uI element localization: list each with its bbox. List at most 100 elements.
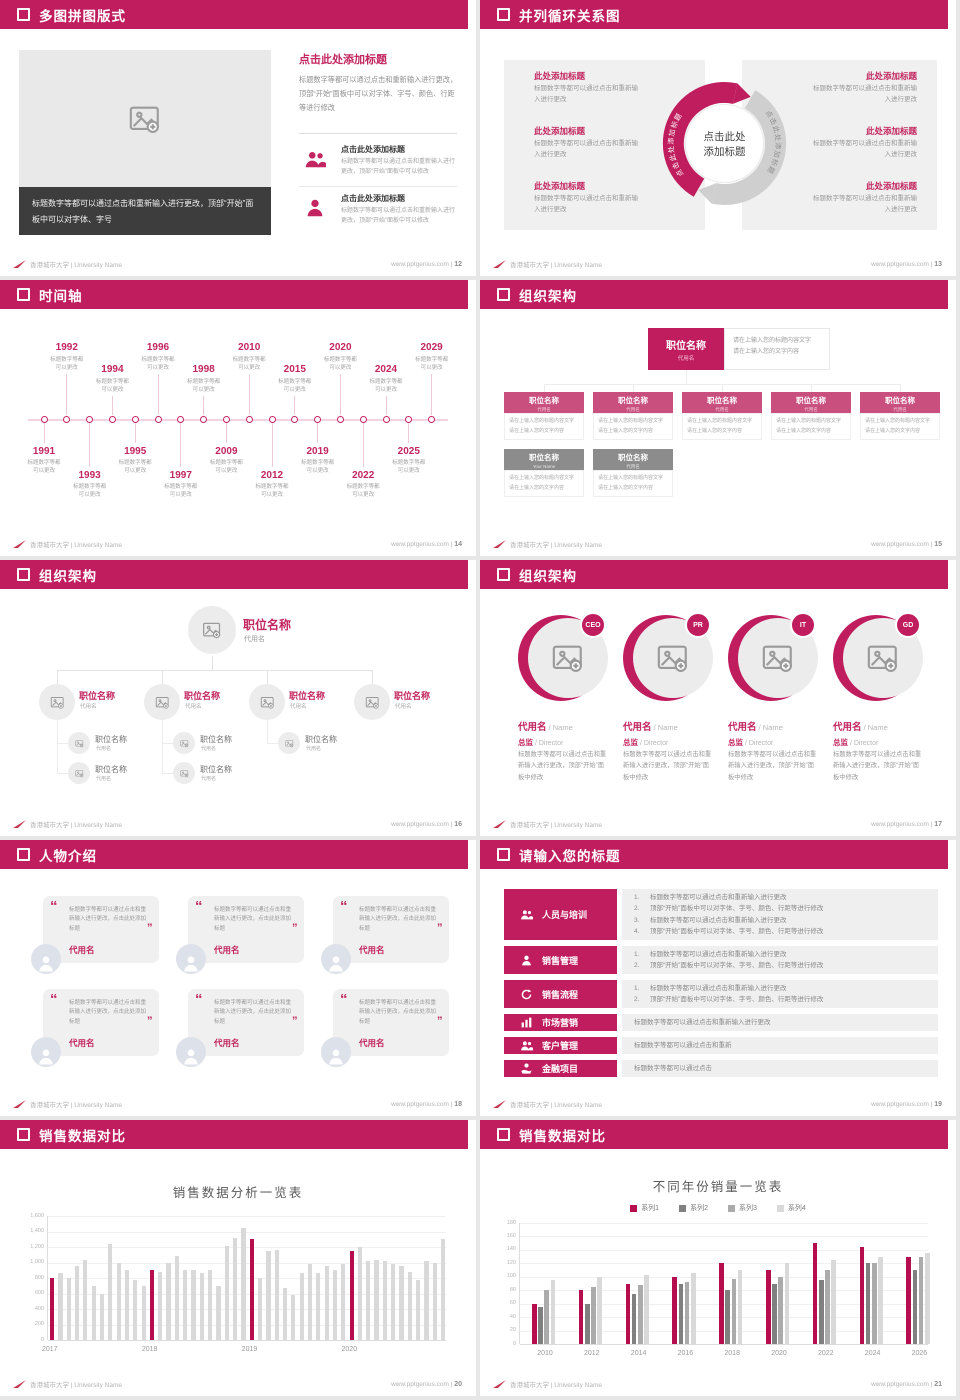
- cycle-item-body: 标题数字等都可以通过点击和重新输入进行更改: [813, 140, 917, 159]
- slide-14[interactable]: 1991 标题数字等都 可以更改 1992 标题数字等都 可以更改 1993 标题数字等都 可以…: [0, 280, 476, 556]
- slide-21[interactable]: 不同年份销量一览表 系列1 系列2 系列3 系列4 0 20 40 60 80 100 120 140 1…: [480, 1120, 956, 1396]
- timeline-year: 1992: [55, 342, 78, 353]
- slide-16[interactable]: 职位名称 代用名 职位名称 代用名 职位名称 代用名 职位名称 代用名 职位名称 代用名 职位名称代…: [0, 560, 476, 836]
- member-role: 总监: [623, 738, 638, 747]
- legend-label: 系列4: [787, 1205, 806, 1212]
- chart-bar: [578, 1290, 584, 1344]
- person-avatar: [321, 1037, 351, 1067]
- slide-18[interactable]: “标题数字等都可以通过点击和重新输入进行更改，点击此处添加标题” 代用名 “标题数字…: [0, 840, 476, 1116]
- org-connector: [267, 743, 278, 744]
- slide-title: 销售数据对比: [519, 1128, 606, 1144]
- slide-13[interactable]: 此处添加标题 标题数字等都可以通过点击和重新输入进行更改 此处添加标题 标题数字等都可…: [480, 0, 956, 276]
- chart-bar: [859, 1246, 865, 1344]
- timeline-caption-line: 标题数字等都: [187, 379, 221, 385]
- footer-divider: |: [928, 1380, 935, 1388]
- timeline-caption-line: 可以更改: [146, 365, 169, 372]
- agenda-list-line: 2. 顶部“开始”面板中可以对字体、字号、颜色、行距等进行修改: [634, 960, 926, 972]
- chart-bar: [91, 1285, 96, 1340]
- org-connector: [544, 384, 901, 385]
- footer-university-label: 香港城市大学 | University Name: [30, 262, 122, 269]
- member-avatar-group: CEO: [518, 612, 608, 704]
- footer-site: www.pptgenius.com | 15: [871, 541, 942, 548]
- org-child-title: 职位名称: [184, 691, 221, 701]
- org-root-title: 职位名称: [666, 341, 706, 352]
- agenda-list-text: 标题数字等都可以通过点击: [634, 1064, 712, 1072]
- footer-site: www.pptgenius.com | 16: [391, 821, 462, 828]
- org-connector: [57, 743, 68, 744]
- slide-title: 销售数据对比: [39, 1128, 126, 1144]
- y-tick-label: 600: [34, 1290, 44, 1296]
- org-box-body: 请在上输入您的标题内容文字 请在上输入您的文字内容: [771, 413, 851, 440]
- org-box-body: 请在上输入您的标题内容文字 请在上输入您的文字内容: [593, 470, 673, 497]
- member-badge: IT: [790, 612, 816, 638]
- org-box-line: 请在上输入您的标题内容文字: [598, 475, 664, 481]
- y-tick-label: 100: [506, 1273, 516, 1280]
- chart-bar: [341, 1264, 346, 1340]
- chart-bar: [678, 1283, 684, 1344]
- timeline-connector: [362, 423, 364, 467]
- member-name: 代用名: [518, 722, 547, 733]
- agenda-button: 金融项目: [504, 1060, 617, 1077]
- university-logo-icon: [13, 259, 26, 268]
- footer-site: www.pptgenius.com | 20: [391, 1381, 462, 1388]
- org-box-line: 请在上输入您的标题内容文字: [598, 418, 664, 424]
- quote-text: 标题数字等都可以通过点击和重新输入进行更改，点击此处添加标题: [69, 1000, 147, 1025]
- slide-body: 销售数据分析一览表 0 200 400 600 800 1,000 1,200 1,400 1,6…: [0, 1120, 476, 1396]
- org-box-title: 职位名称: [885, 396, 915, 405]
- page-number: 21: [934, 1380, 942, 1388]
- member-role-en: / Director: [638, 740, 669, 747]
- member-role: 总监: [833, 738, 848, 747]
- chart-bar: [291, 1295, 296, 1340]
- university-logo-icon: [13, 819, 26, 828]
- timeline-caption-line: 可以更改: [397, 468, 420, 475]
- org-child-avatar: [144, 684, 180, 720]
- footer-divider: |: [928, 540, 935, 548]
- footer-site-label: www.pptgenius.com: [391, 1380, 449, 1388]
- slide-header: 销售数据对比: [480, 1120, 948, 1149]
- timeline-year: 1994: [101, 364, 124, 375]
- footer-divider: |: [448, 1100, 455, 1108]
- chart-bar: [166, 1262, 171, 1340]
- timeline-caption-line: 可以更改: [169, 492, 192, 499]
- timeline-year: 2009: [215, 446, 238, 457]
- org-box-body: 请在上输入您的标题内容文字 请在上输入您的文字内容: [504, 470, 584, 497]
- footer-university-label: 香港城市大学 | University Name: [510, 1382, 602, 1389]
- person-avatar: [31, 1037, 61, 1067]
- org-box-line: 请在上输入您的文字内容: [865, 427, 921, 434]
- chart-bar: [149, 1270, 155, 1340]
- open-quote-mark: “: [195, 991, 203, 1008]
- org-connector: [810, 384, 812, 392]
- person-name: 代用名: [69, 1038, 95, 1048]
- chart-bar: [925, 1253, 930, 1344]
- timeline-caption-line: 标题数字等都: [392, 460, 426, 466]
- page-number: 17: [934, 820, 942, 828]
- agenda-list-panel: 1. 标题数字等都可以通过点击和重新输入进行更改 2. 顶部“开始”面板中可以对字体、…: [622, 946, 938, 974]
- agenda-list-line: 2. 顶部“开始”面板中可以对字体、字号、颜色、行距等进行修改: [634, 903, 926, 915]
- org-sub-avatar: [173, 762, 195, 784]
- agenda-label: 人员与培训: [542, 910, 588, 920]
- agenda-button: 市场营销: [504, 1014, 617, 1031]
- agenda-list-text: 顶部“开始”面板中可以对字体、字号、颜色、行距等进行修改: [650, 928, 824, 935]
- footer-university: 香港城市大学 | University Name: [493, 819, 602, 829]
- slide-15[interactable]: 职位名称 代用名 请在上输入您的标题内容文字 请在上输入您的文字内容 职位名称 代用名 请在…: [480, 280, 956, 556]
- y-tick-label: 200: [34, 1321, 44, 1327]
- agenda-list-panel: 标题数字等都可以通过点击: [622, 1060, 938, 1077]
- org-root-box: 职位名称 代用名: [648, 328, 724, 370]
- footer-university: 香港城市大学 | University Name: [493, 1379, 602, 1389]
- slide-footer: 香港城市大学 | University Name www.pptgenius.c…: [493, 259, 942, 269]
- y-tick-label: 180: [506, 1219, 516, 1226]
- slide-12[interactable]: 标题数字等都可以通过点击和重新输入进行更改，顶部“开始”面板中可以对字体、字号 点…: [0, 0, 476, 276]
- slide-footer: 香港城市大学 | University Name www.pptgenius.c…: [493, 819, 942, 829]
- university-logo-icon: [493, 1099, 506, 1108]
- slide-17[interactable]: CEO 代用名 / Name 总监 / Director 标题数字等都可以通过点击和重…: [480, 560, 956, 836]
- slide-title: 时间轴: [39, 288, 83, 304]
- timeline-caption-line: 标题数字等都: [95, 379, 129, 385]
- org-box-body: 请在上输入您的标题内容文字 请在上输入您的文字内容: [593, 413, 673, 440]
- agenda-list-text: 标题数字等都可以通过点击和重新输入进行更改: [650, 893, 787, 901]
- slide-body: 1991 标题数字等都 可以更改 1992 标题数字等都 可以更改 1993 标题数字等都 可以…: [0, 280, 476, 556]
- org-box-header: 职位名称 代用名: [771, 392, 851, 413]
- chart-bar: [591, 1286, 596, 1344]
- slide-20[interactable]: 销售数据分析一览表 0 200 400 600 800 1,000 1,200 1,400 1,6…: [0, 1120, 476, 1396]
- slide-19[interactable]: 人员与培训 1. 标题数字等都可以通过点击和重新输入进行更改 2. 顶部“开始”面板中可…: [480, 840, 956, 1116]
- org-sub-avatar: [173, 732, 195, 754]
